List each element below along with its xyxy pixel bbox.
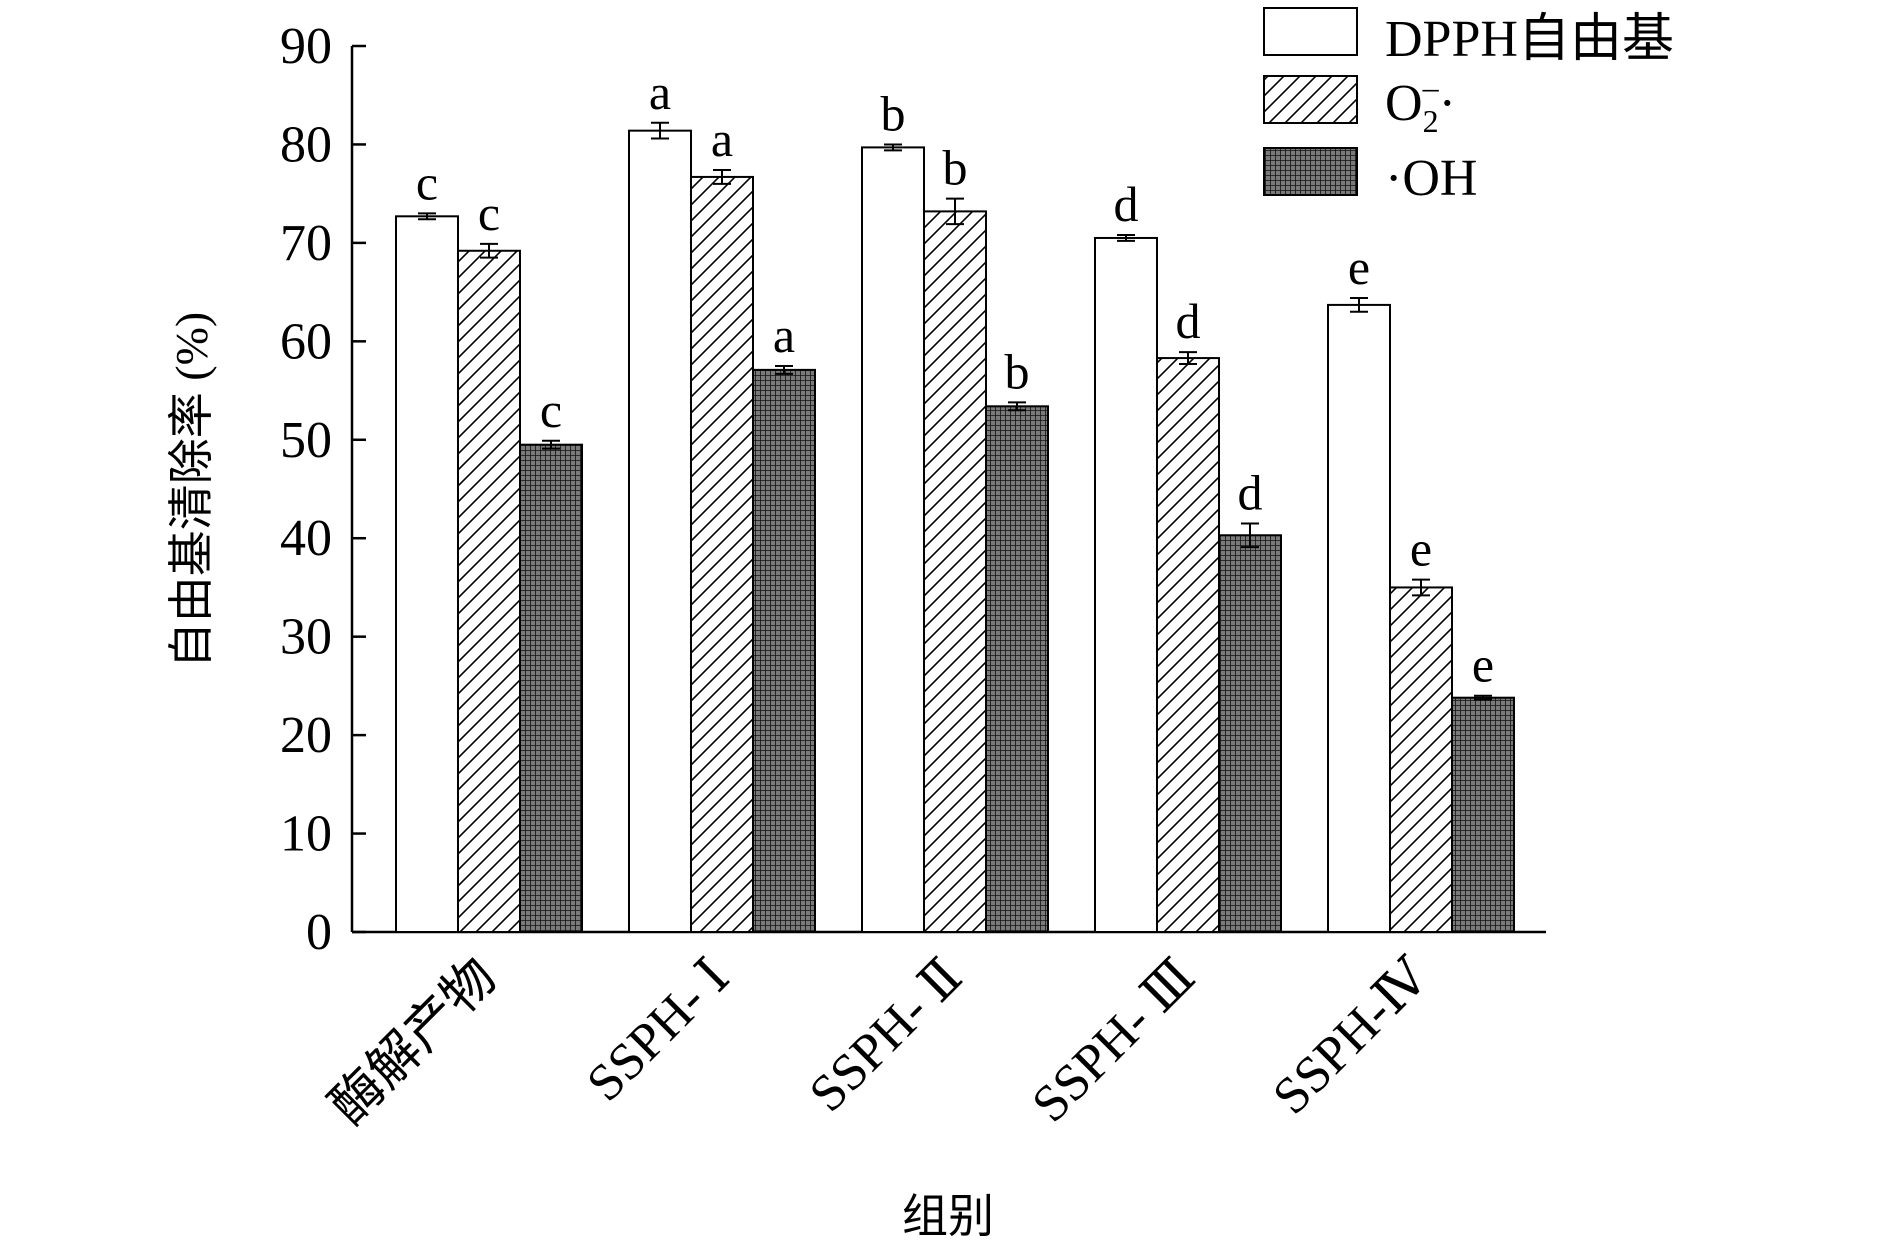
legend-label-dpph: DPPH自由基 [1385, 11, 1674, 68]
bar-dpph [861, 146, 925, 934]
significance-letter: e [1348, 239, 1370, 295]
x-tick-labels: 酶解产物 SSPH- Ⅰ SSPH- Ⅱ SSPH- Ⅲ SSPH-Ⅳ [320, 947, 1440, 1135]
bar-hydroxyl [985, 405, 1049, 934]
bar-superoxide [1389, 586, 1453, 933]
bar-dpph [395, 215, 459, 933]
y-tick-label: 50 [280, 412, 332, 469]
significance-letter: a [649, 64, 671, 120]
y-ticks: 0 10 20 30 40 50 60 70 80 90 [280, 18, 366, 961]
legend-label-superoxide-subscript: 2 [1423, 103, 1439, 139]
bar-dpph [1094, 236, 1158, 933]
legend-label-superoxide-dot: · [1439, 75, 1456, 132]
y-tick-label: 90 [280, 18, 332, 75]
legend: DPPH自由基 O2–· ·OH [1263, 7, 1674, 207]
legend-swatch-dpph [1263, 7, 1358, 56]
legend-label-superoxide-o: O [1385, 75, 1423, 132]
legend-item-dpph: DPPH自由基 [1263, 7, 1674, 68]
x-tick-label: SSPH-Ⅳ [1262, 947, 1440, 1125]
y-tick-label: 20 [280, 707, 332, 764]
bar-superoxide [690, 175, 754, 934]
significance-letter: d [1176, 293, 1201, 349]
x-tick-label: 酶解产物 [320, 948, 507, 1135]
bar-superoxide [923, 210, 987, 934]
bar-hydroxyl [1218, 534, 1282, 933]
significance-letter: d [1114, 176, 1139, 232]
legend-item-superoxide: O2–· [1263, 69, 1456, 139]
y-tick-label: 10 [280, 806, 332, 863]
significance-letter: e [1472, 637, 1494, 693]
y-tick-label: 0 [306, 904, 332, 961]
significance-letter: b [1005, 343, 1030, 399]
x-tick-label: SSPH- Ⅱ [799, 948, 974, 1123]
y-tick-label: 30 [280, 609, 332, 666]
legend-label-superoxide-superscript: – [1422, 69, 1440, 105]
x-axis: 酶解产物 SSPH- Ⅰ SSPH- Ⅱ SSPH- Ⅲ SSPH-Ⅳ 组别 [320, 930, 1546, 1242]
x-tick-label: SSPH- Ⅲ [1021, 948, 1206, 1133]
legend-label-superoxide: O2–· [1385, 69, 1456, 139]
significance-letter: e [1410, 521, 1432, 577]
bar-hydroxyl [752, 368, 816, 934]
y-tick-label: 60 [280, 313, 332, 370]
significance-letter: c [478, 185, 500, 241]
x-axis-label: 组别 [902, 1191, 994, 1242]
significance-letter: a [773, 307, 795, 363]
plot-area: c a b d e c a b d e c a b d e [395, 64, 1515, 934]
legend-swatch-superoxide [1263, 75, 1358, 124]
y-axis: 0 10 20 30 40 50 60 70 80 90 自由基清除率 (%) [166, 18, 366, 961]
bar-hydroxyl [519, 443, 583, 933]
significance-letter: a [711, 111, 733, 167]
significance-letter: b [881, 85, 906, 141]
bar-hydroxyl [1451, 696, 1515, 933]
y-tick-label: 70 [280, 215, 332, 272]
bar-superoxide [457, 249, 521, 933]
significance-letter: c [416, 154, 438, 210]
x-tick-label: SSPH- Ⅰ [576, 948, 740, 1112]
significance-letter: d [1238, 464, 1263, 520]
significance-letter: c [540, 382, 562, 438]
legend-swatch-hydroxyl [1263, 147, 1358, 196]
bar-dpph [628, 129, 692, 933]
legend-label-hydroxyl: ·OH [1385, 150, 1477, 207]
y-axis-label: 自由基清除率 (%) [166, 312, 217, 668]
y-tick-label: 40 [280, 510, 332, 567]
significance-letter: b [943, 140, 968, 196]
y-tick-label: 80 [280, 116, 332, 173]
bar-superoxide [1156, 357, 1220, 933]
bar-dpph [1327, 303, 1391, 933]
legend-item-hydroxyl: ·OH [1263, 147, 1477, 207]
